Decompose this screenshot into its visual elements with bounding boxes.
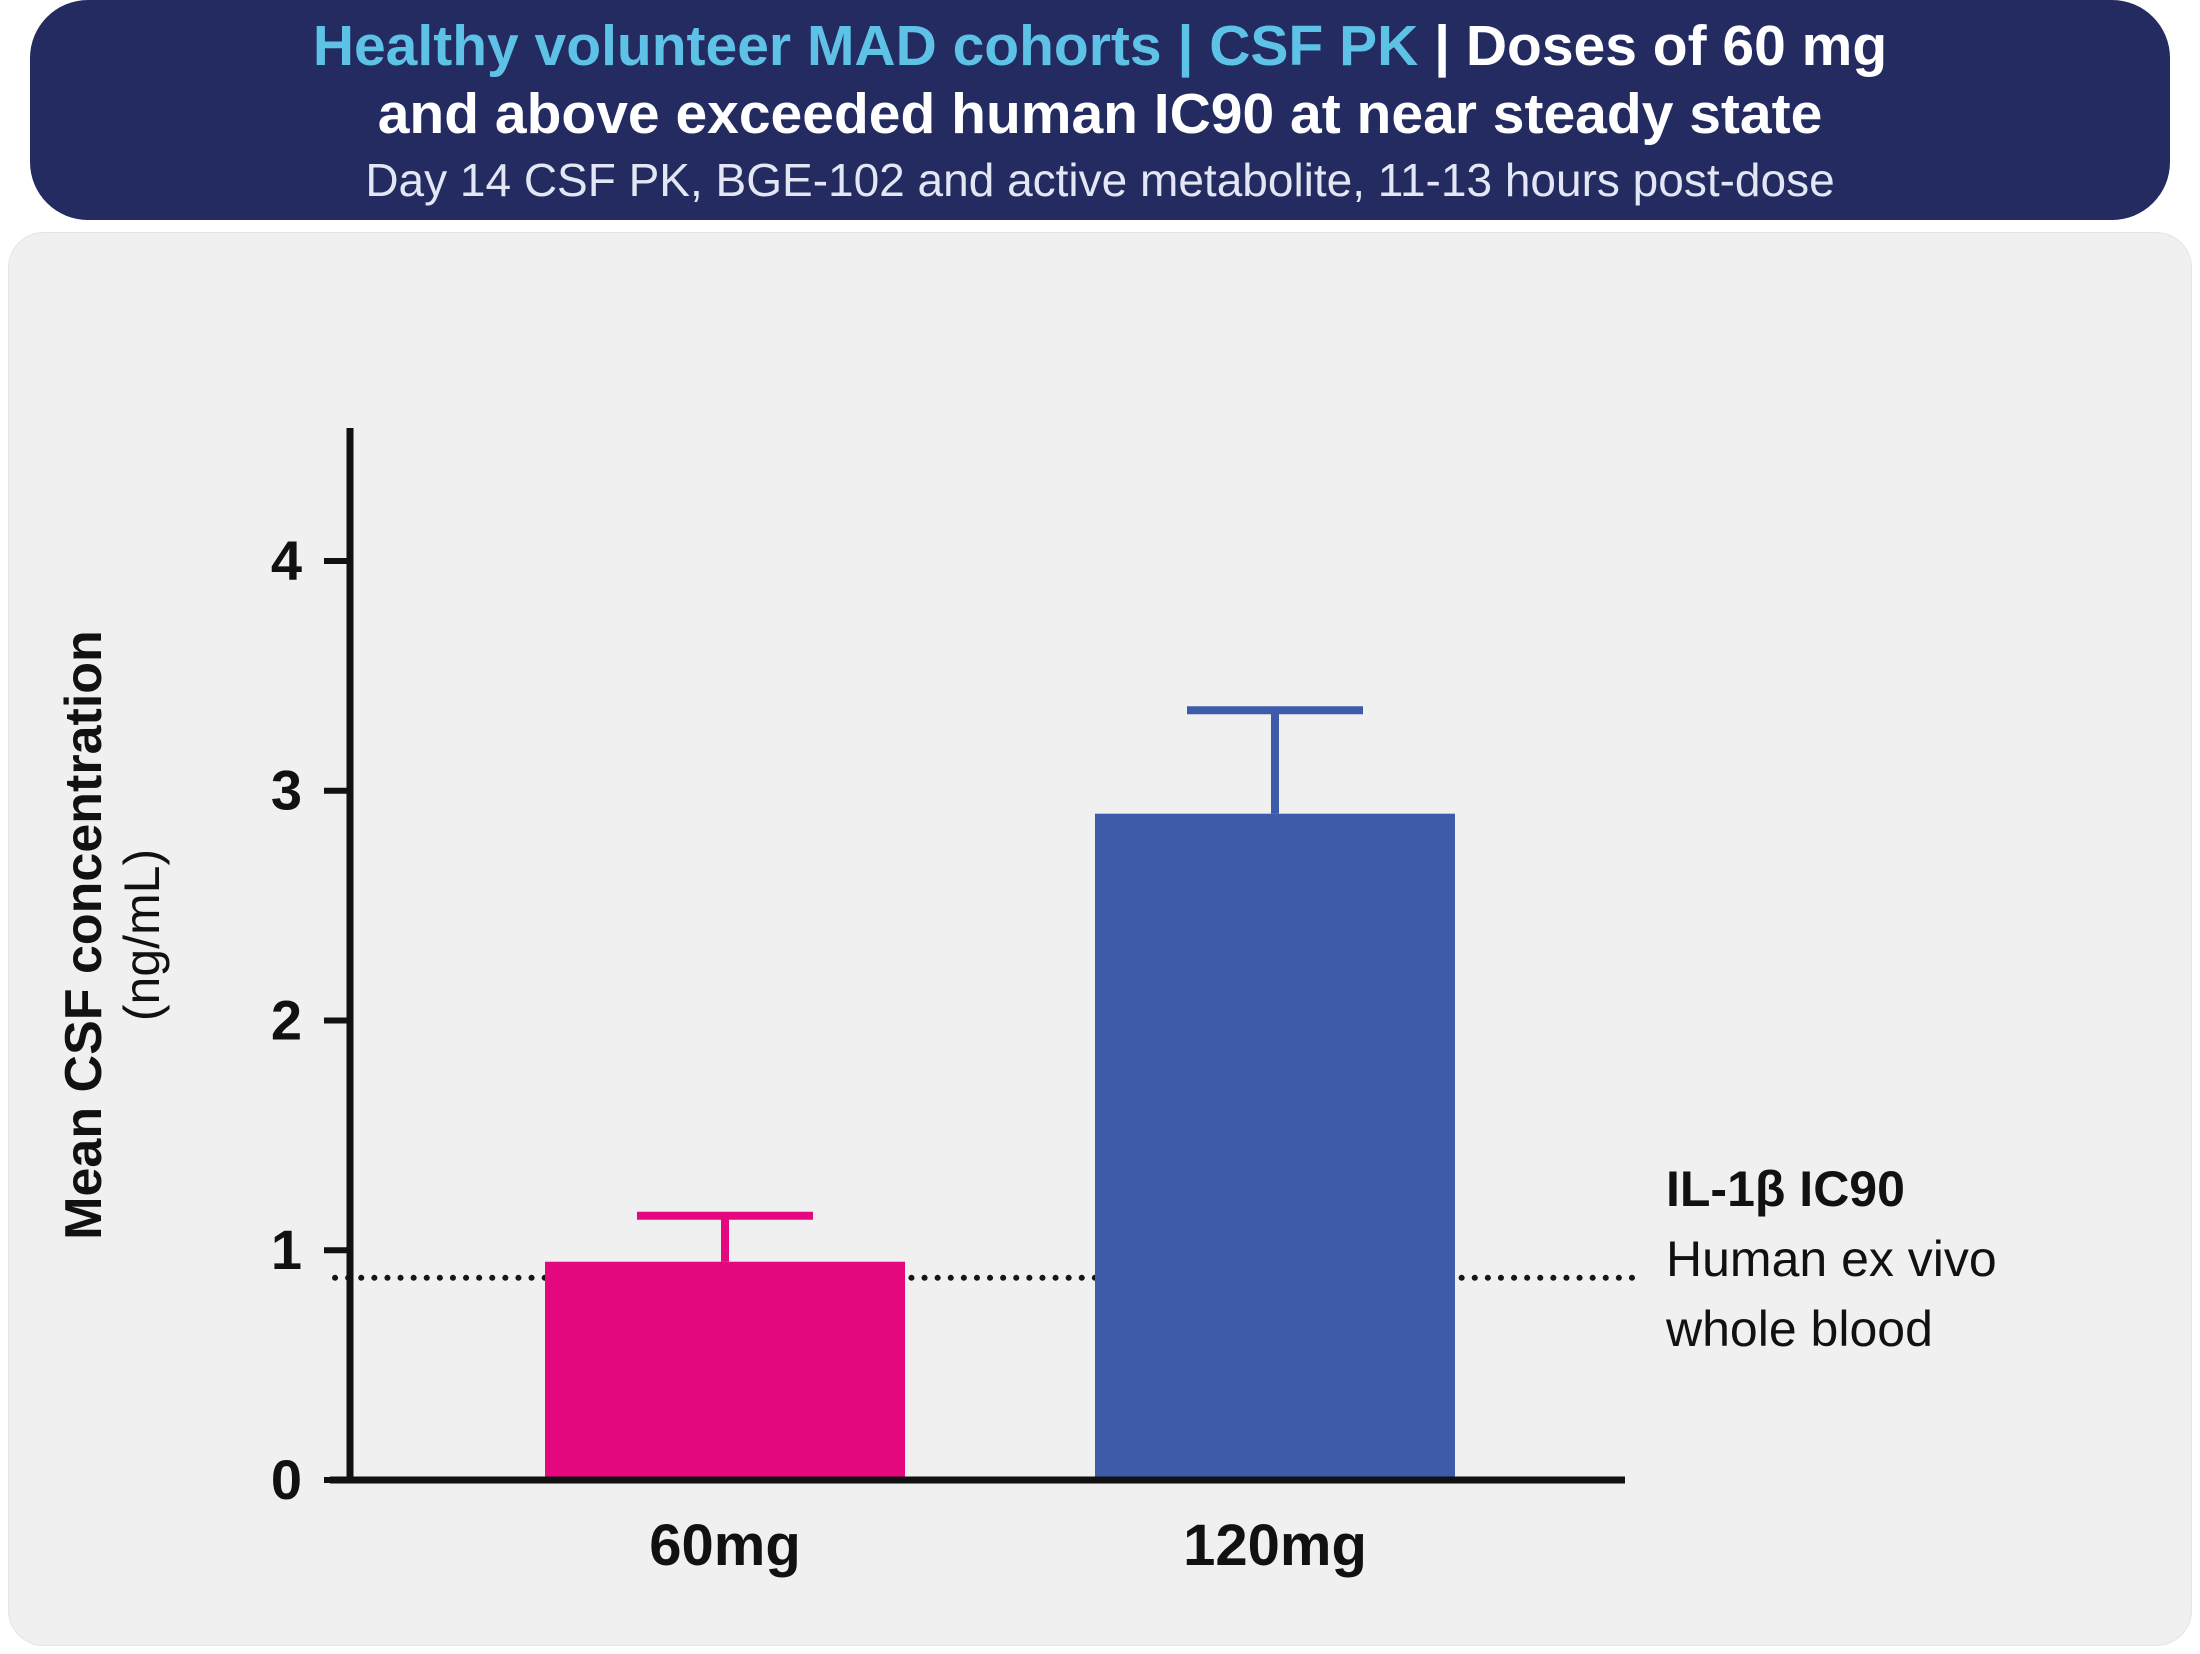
y-tick-label-1: 1: [271, 1218, 302, 1281]
title-banner: Healthy volunteer MAD cohorts | CSF PK |…: [30, 0, 2170, 220]
y-tick-label-0: 0: [271, 1448, 302, 1511]
banner-title-rest: | Doses of 60 mg: [1434, 13, 1888, 78]
y-axis-label-text: Mean CSF concentration: [55, 630, 113, 1240]
banner-title-highlight: Healthy volunteer MAD cohorts | CSF PK: [312, 13, 1435, 78]
y-tick-label-2: 2: [271, 988, 302, 1051]
threshold-annotation: IL-1β IC90 Human ex vivo whole blood: [1666, 1154, 1997, 1364]
banner-title-line1: Healthy volunteer MAD cohorts | CSF PK |…: [312, 13, 1888, 79]
x-label-120mg: 120mg: [1183, 1513, 1367, 1578]
banner-subtitle: Day 14 CSF PK, BGE-102 and active metabo…: [365, 153, 1835, 206]
bar-120mg: [1095, 813, 1455, 1480]
threshold-line1: Human ex vivo: [1666, 1230, 1997, 1287]
y-tick-label-3: 3: [271, 759, 302, 822]
bar-60mg: [545, 1261, 905, 1480]
y-tick-label-4: 4: [271, 529, 302, 592]
threshold-line2: whole blood: [1666, 1300, 1933, 1357]
y-axis-units: (ng/mL): [113, 848, 170, 1022]
y-axis-label: Mean CSF concentration (ng/mL): [55, 485, 185, 1385]
threshold-title: IL-1β IC90: [1666, 1160, 1905, 1217]
banner-title-line2: and above exceeded human IC90 at near st…: [377, 81, 1823, 146]
x-label-60mg: 60mg: [649, 1513, 801, 1578]
